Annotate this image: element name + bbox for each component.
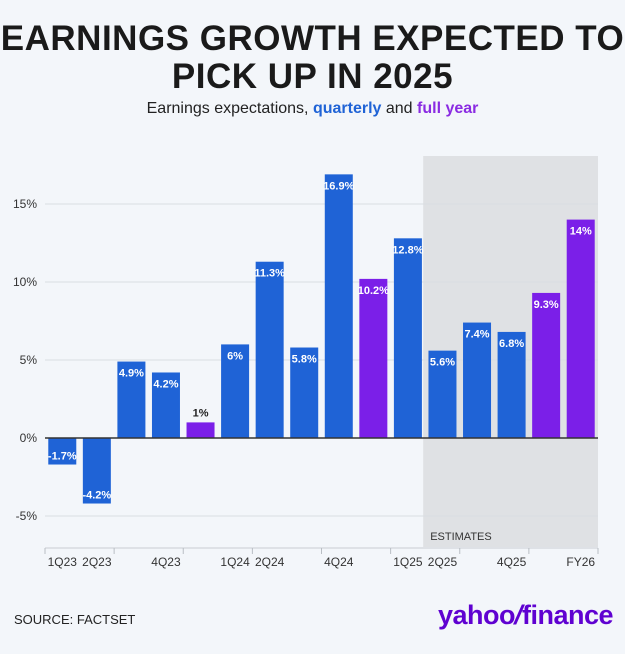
bar	[463, 322, 492, 438]
data-label: -1.7%	[48, 451, 77, 463]
data-label: 5.8%	[292, 354, 317, 366]
bar	[221, 344, 250, 438]
bar	[255, 261, 284, 438]
bar	[359, 278, 388, 438]
y-tick-label: 0%	[20, 431, 38, 445]
data-label: 11.3%	[254, 268, 285, 280]
estimates-label: ESTIMATES	[430, 531, 492, 543]
subtitle-full-year: full year	[417, 100, 479, 117]
yahoo-finance-logo: yahoo/finance	[437, 600, 614, 631]
data-label: 12.8%	[392, 244, 423, 256]
data-label: -4.2%	[82, 490, 111, 502]
bar	[186, 422, 215, 438]
subtitle-and: and	[381, 100, 418, 117]
x-tick-label: 4Q25	[497, 555, 527, 569]
y-tick-label: -5%	[16, 509, 38, 523]
bar	[428, 350, 457, 438]
data-label: 9.3%	[534, 299, 559, 311]
x-tick-label: 4Q24	[324, 555, 354, 569]
x-tick-label: 2Q25	[428, 555, 458, 569]
bar	[82, 438, 111, 504]
bar	[48, 438, 77, 465]
bar	[324, 174, 353, 439]
y-tick-label: 5%	[20, 353, 38, 367]
logo-text-finance: finance	[521, 600, 614, 630]
x-tick-label: 2Q24	[255, 555, 285, 569]
data-label: 4.2%	[153, 378, 178, 390]
bar	[393, 238, 422, 438]
x-tick-label: FY26	[566, 555, 595, 569]
bar	[532, 292, 561, 438]
data-label: 6.8%	[499, 338, 524, 350]
bar	[566, 219, 595, 438]
subtitle-prefix: Earnings expectations,	[146, 100, 313, 117]
x-tick-label: 1Q23	[48, 555, 78, 569]
chart-subtitle: Earnings expectations, quarterly and ful…	[0, 100, 625, 118]
data-label: 7.4%	[464, 329, 489, 341]
title-line-2: PICK UP IN 2025	[171, 57, 454, 96]
data-label: 6%	[227, 350, 243, 362]
title-line-1: EARNINGS GROWTH EXPECTED TO	[0, 19, 625, 58]
bar	[117, 361, 146, 438]
bar	[290, 347, 319, 438]
source-note: SOURCE: FACTSET	[14, 612, 136, 627]
x-tick-label: 1Q24	[220, 555, 250, 569]
x-tick-label: 1Q25	[393, 555, 423, 569]
subtitle-quarterly: quarterly	[312, 100, 382, 117]
x-tick-label: 2Q23	[82, 555, 112, 569]
data-label: 4.9%	[119, 368, 144, 380]
bar	[151, 372, 180, 438]
data-label: 5.6%	[430, 357, 455, 369]
y-tick-label: 10%	[13, 275, 37, 289]
x-tick-label: 4Q23	[151, 555, 181, 569]
data-label: 1%	[193, 407, 209, 419]
data-label: 10.2%	[358, 285, 389, 297]
logo-text-yahoo: yahoo	[437, 600, 516, 630]
data-label: 16.9%	[323, 180, 354, 192]
data-label: 14%	[570, 226, 592, 238]
chart-title: EARNINGS GROWTH EXPECTED TO PICK UP IN 2…	[0, 20, 625, 96]
y-tick-label: 15%	[13, 197, 37, 211]
bar	[497, 331, 526, 438]
